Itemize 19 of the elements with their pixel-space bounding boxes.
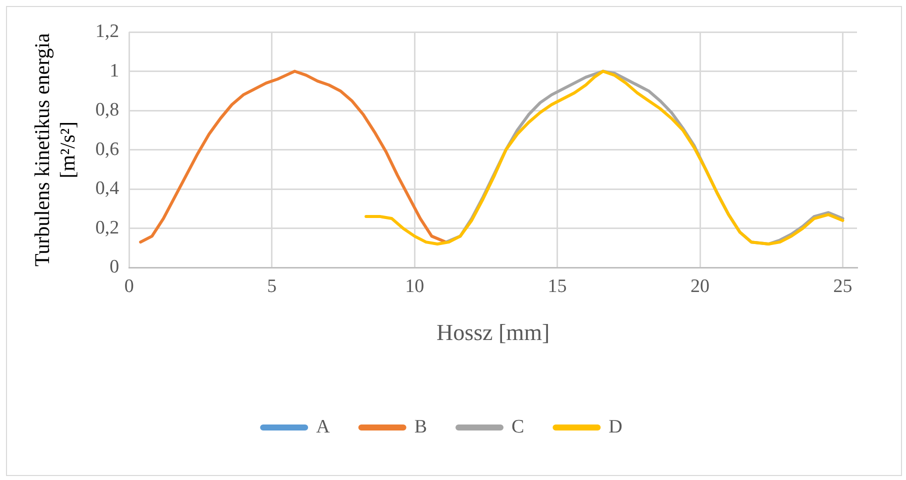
y-axis-title: Turbulens kinetikus energia [m²/s²] [30, 32, 80, 266]
legend-label: D [608, 416, 622, 438]
x-tick-label: 20 [690, 276, 710, 297]
legend-label: B [414, 416, 428, 438]
legend-label: C [512, 416, 524, 438]
x-tick-label: 5 [267, 276, 277, 297]
y-tick-label: 0,8 [95, 100, 120, 121]
x-axis-title: Hossz [mm] [436, 320, 550, 346]
x-tick-label: 0 [124, 276, 134, 297]
y-tick-label: 1,2 [95, 20, 120, 42]
x-tick-label: 15 [548, 276, 567, 297]
x-tick-label: 10 [405, 276, 424, 297]
legend-label: A [316, 416, 330, 438]
y-tick-label: 0,2 [95, 217, 120, 238]
y-tick-label: 1 [110, 60, 120, 82]
y-tick-label: 0,6 [95, 138, 120, 160]
y-tick-label: 0,4 [95, 178, 120, 200]
x-tick-label: 25 [833, 276, 852, 297]
y-tick-label: 0 [110, 256, 120, 278]
